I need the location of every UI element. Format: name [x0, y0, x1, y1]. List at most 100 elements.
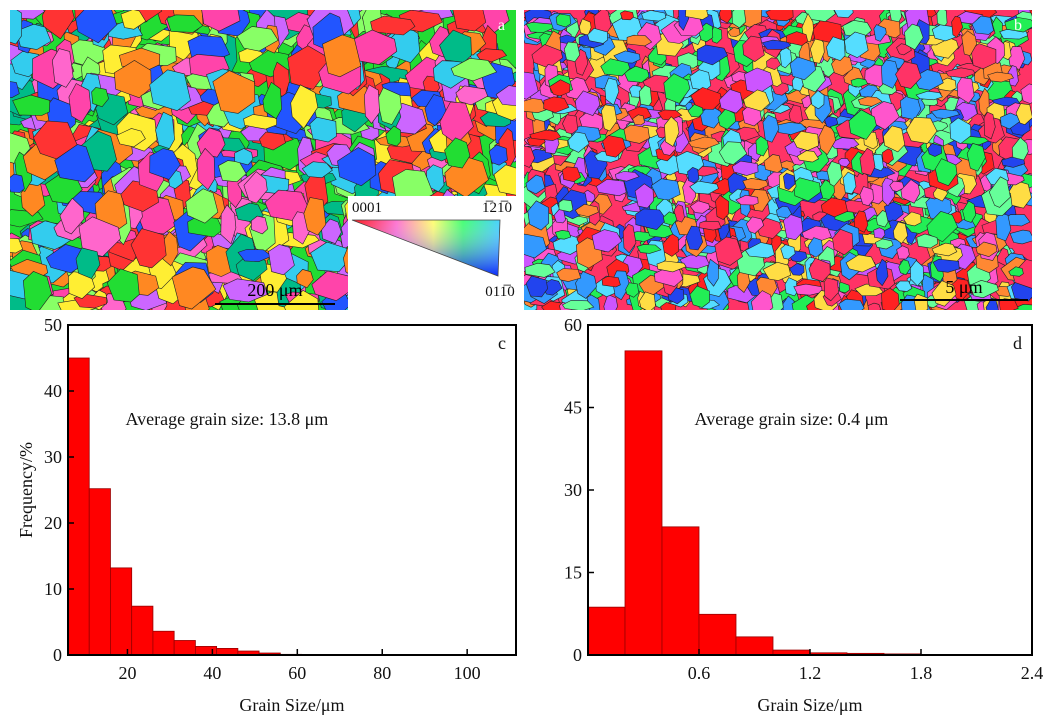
- grain: [895, 280, 913, 292]
- grain: [636, 244, 662, 254]
- grain: [283, 290, 319, 310]
- grain: [268, 244, 295, 276]
- grain: [562, 114, 579, 135]
- grain: [574, 90, 601, 116]
- grain: [113, 60, 152, 99]
- grain: [120, 10, 147, 30]
- grain: [859, 147, 876, 176]
- histogram-bar: [624, 350, 663, 656]
- grain: [591, 229, 623, 253]
- grain: [838, 157, 851, 168]
- grain: [896, 245, 910, 260]
- grain: [525, 275, 548, 298]
- grain: [75, 10, 118, 44]
- grain: [934, 158, 958, 187]
- grain: [444, 137, 471, 169]
- grain: [259, 131, 286, 151]
- grain: [149, 148, 181, 180]
- grain: [995, 212, 1012, 242]
- x-axis-label: Grain Size/μm: [239, 695, 344, 715]
- grain: [779, 46, 792, 69]
- grain: [873, 24, 887, 42]
- grain: [905, 116, 938, 144]
- grain: [893, 221, 909, 244]
- panel-label: b: [1014, 17, 1022, 34]
- grain: [904, 23, 924, 51]
- grain: [796, 150, 820, 163]
- grain: [969, 279, 999, 299]
- grain: [495, 85, 516, 106]
- grain: [185, 188, 219, 224]
- grain: [220, 204, 237, 245]
- grain: [51, 48, 74, 88]
- grain: [234, 148, 254, 166]
- grain: [656, 260, 687, 273]
- grain: [529, 129, 562, 141]
- grain: [623, 124, 650, 144]
- grain: [452, 10, 487, 32]
- grain: [983, 111, 996, 140]
- panel-label: c: [498, 333, 506, 353]
- grain: [663, 73, 691, 104]
- grain: [971, 15, 995, 35]
- grain: [699, 220, 722, 231]
- grain: [926, 211, 959, 243]
- grain: [889, 180, 905, 192]
- grain: [927, 143, 943, 157]
- grain: [106, 268, 140, 303]
- grain: [155, 111, 175, 149]
- grain: [10, 10, 23, 45]
- ipf-triangle-shade: [351, 219, 501, 277]
- legend-label: 0001: [352, 200, 382, 216]
- grain: [525, 174, 546, 195]
- grain: [370, 15, 416, 36]
- x-tick-label: 1.8: [910, 663, 933, 683]
- histogram-bar: [698, 613, 737, 656]
- x-tick-label: 2.4: [1021, 663, 1044, 683]
- grain: [808, 257, 831, 282]
- grain: [250, 215, 269, 235]
- grain: [845, 254, 877, 273]
- grain: [662, 211, 678, 226]
- grain: [309, 116, 337, 143]
- grain: [930, 108, 961, 119]
- grain: [820, 197, 848, 218]
- y-tick-label: 0: [573, 645, 582, 665]
- grain: [784, 277, 798, 297]
- histogram-bar: [110, 567, 133, 656]
- grain: [555, 13, 571, 28]
- grain: [567, 131, 590, 153]
- grain: [12, 94, 51, 116]
- grain: [601, 276, 621, 288]
- grain: [900, 179, 921, 204]
- grain: [988, 176, 1011, 208]
- grain: [916, 233, 939, 249]
- grain: [881, 287, 900, 310]
- grain: [613, 50, 641, 64]
- y-axis-label: Frequency/%: [16, 442, 36, 538]
- legend-label: 011̅0: [485, 284, 514, 300]
- grain: [622, 223, 637, 254]
- grain: [679, 254, 711, 269]
- grain: [554, 229, 572, 240]
- grain: [493, 164, 516, 196]
- histogram-bar: [173, 640, 196, 656]
- grain: [634, 183, 655, 209]
- grain: [689, 200, 711, 214]
- grain: [832, 228, 854, 256]
- grain: [945, 67, 976, 79]
- grain: [783, 213, 804, 241]
- grain: [687, 166, 700, 184]
- grain: [660, 302, 677, 310]
- grain: [966, 142, 986, 172]
- panel-label: d: [1013, 333, 1022, 353]
- grain: [685, 10, 709, 20]
- x-tick-label: 100: [454, 663, 481, 683]
- grain: [731, 10, 747, 29]
- grain: [936, 10, 948, 28]
- grain: [789, 56, 817, 81]
- y-tick-label: 45: [564, 398, 582, 418]
- grain: [562, 166, 581, 183]
- grain: [171, 266, 217, 310]
- annotation: Average grain size: 0.4 μm: [695, 409, 889, 429]
